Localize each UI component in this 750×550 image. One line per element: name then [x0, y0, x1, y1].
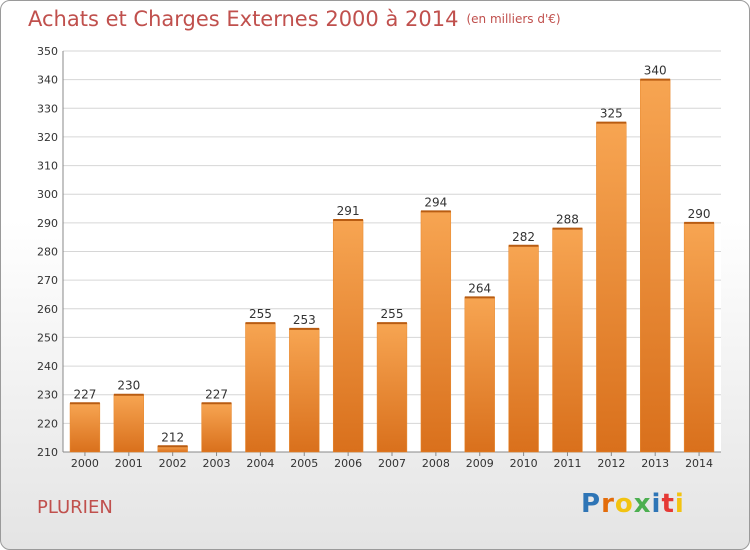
x-tick-label-2004: 2004: [246, 457, 274, 470]
y-tick-label: 280: [37, 246, 58, 259]
value-label-2011: 288: [556, 213, 579, 227]
x-tick-label-2001: 2001: [115, 457, 143, 470]
value-label-2012: 325: [600, 107, 623, 121]
bar-2008: [420, 211, 452, 453]
logo-letter: i: [674, 489, 685, 519]
x-tick-label-2010: 2010: [510, 457, 538, 470]
x-tick-label-2009: 2009: [466, 457, 494, 470]
logo-letter: i: [651, 489, 662, 519]
y-tick-label: 310: [37, 160, 58, 173]
y-tick-label: 250: [37, 331, 58, 344]
value-label-2000: 227: [73, 387, 96, 401]
value-label-2013: 340: [644, 64, 667, 78]
y-tick-label: 350: [37, 45, 58, 58]
bar-2006: [332, 219, 364, 453]
y-tick-label: 260: [37, 303, 58, 316]
x-tick-label-2007: 2007: [378, 457, 406, 470]
y-tick-label: 340: [37, 74, 58, 87]
city-name: PLURIEN: [37, 497, 113, 518]
bar-2009: [464, 297, 495, 453]
x-tick-label-2005: 2005: [290, 457, 318, 470]
y-tick-label: 240: [37, 360, 58, 373]
logo-letter: r: [601, 489, 615, 519]
x-tick-label-2013: 2013: [641, 457, 669, 470]
bar-2003: [201, 403, 232, 453]
bar-2007: [376, 322, 408, 453]
x-tick-label-2003: 2003: [203, 457, 231, 470]
value-label-2010: 282: [512, 230, 535, 244]
logo-letter: x: [633, 489, 652, 519]
logo-letter: o: [614, 489, 634, 519]
bar-2012: [596, 122, 627, 453]
value-label-2003: 227: [205, 387, 228, 401]
proxiti-logo: Proxiti: [581, 489, 685, 519]
y-tick-label: 220: [37, 417, 58, 430]
value-label-2014: 290: [688, 207, 711, 221]
bar-2011: [552, 228, 583, 453]
logo-letter: t: [661, 489, 675, 519]
y-tick-label: 330: [37, 102, 58, 115]
y-tick-label: 230: [37, 389, 58, 402]
chart-unit: (en milliers d'€): [466, 12, 561, 26]
bar-2014: [683, 222, 715, 453]
value-label-2001: 230: [117, 379, 140, 393]
y-tick-label: 210: [37, 446, 58, 459]
bar-2004: [245, 322, 276, 453]
value-label-2004: 255: [249, 307, 272, 321]
x-tick-label-2012: 2012: [597, 457, 625, 470]
logo-letter: P: [581, 489, 602, 519]
bar-2005: [289, 328, 320, 453]
x-tick-label-2000: 2000: [71, 457, 99, 470]
y-tick-label: 290: [37, 217, 58, 230]
y-tick-label: 320: [37, 131, 58, 144]
bar-2010: [508, 245, 539, 453]
bar-2013: [640, 79, 671, 453]
value-label-2007: 255: [381, 307, 404, 321]
chart-title: Achats et Charges Externes 2000 à 2014 (e…: [28, 7, 561, 31]
bar-2001: [113, 394, 144, 453]
y-tick-label: 300: [37, 188, 58, 201]
bar-2000: [69, 403, 101, 453]
x-tick-label-2002: 2002: [159, 457, 187, 470]
x-tick-label-2008: 2008: [422, 457, 450, 470]
value-label-2006: 291: [337, 204, 360, 218]
value-label-2008: 294: [424, 195, 447, 209]
y-tick-label: 270: [37, 274, 58, 287]
value-label-2009: 264: [468, 281, 491, 295]
x-tick-label-2011: 2011: [553, 457, 581, 470]
value-label-2002: 212: [161, 430, 184, 444]
x-tick-label-2006: 2006: [334, 457, 362, 470]
x-tick-label-2014: 2014: [685, 457, 713, 470]
value-label-2005: 253: [293, 313, 316, 327]
